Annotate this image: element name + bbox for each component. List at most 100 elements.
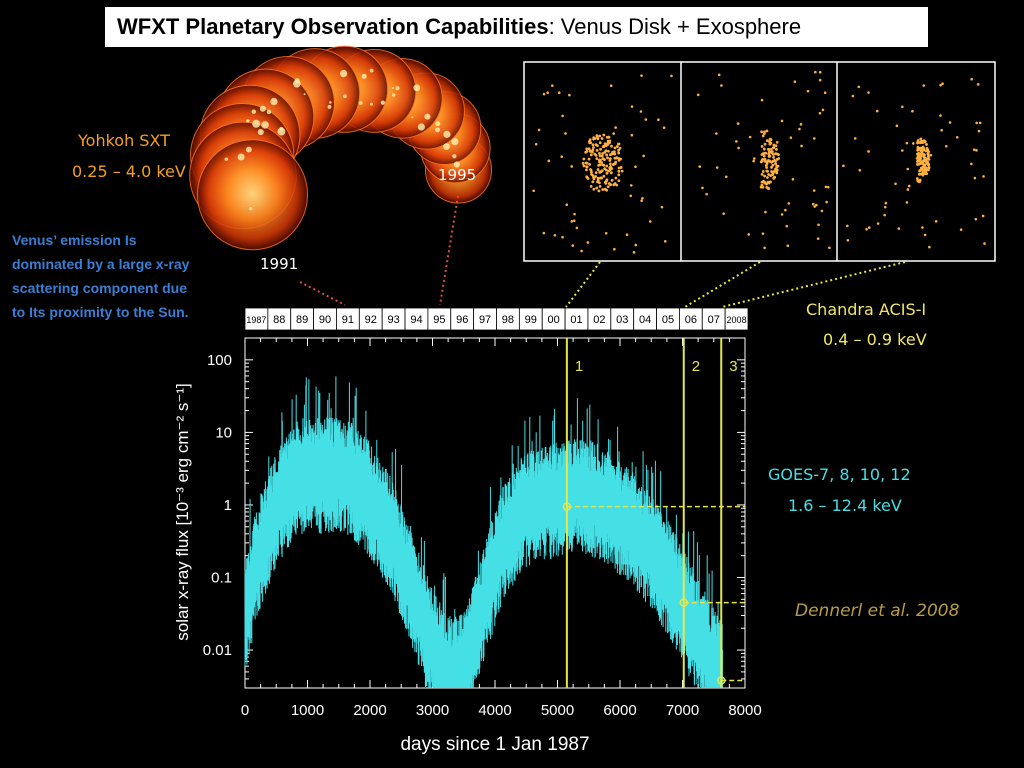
venus-photon: [605, 153, 609, 157]
year-cell-label: 01: [570, 314, 582, 326]
title-main: WFXT Planetary Observation Capabilities: [117, 14, 549, 39]
connector-obs-3: [721, 261, 906, 308]
background-photon: [813, 205, 816, 208]
year-cell-label: 98: [502, 314, 514, 326]
venus-photon: [918, 158, 921, 162]
venus-photon: [772, 176, 776, 180]
background-photon: [895, 124, 899, 128]
venus-photon: [922, 152, 926, 156]
venus-photon: [763, 157, 767, 161]
year-strip: 1987 88 89 90 91 92 93 94 95 96 97 98 99 00 01 02 03 04 05…: [244, 307, 749, 331]
year-cell-label: 06: [685, 314, 697, 326]
background-photon: [573, 212, 576, 216]
chandra-energy-band: 0.4 – 0.9 keV: [823, 330, 927, 349]
background-photon: [867, 150, 870, 153]
venus-photon: [923, 140, 926, 143]
venus-photon: [584, 161, 588, 165]
y-tick-label: 100: [207, 352, 232, 369]
x-tick-label: 8000: [728, 702, 761, 719]
background-photon: [791, 177, 795, 181]
venus-photon: [605, 178, 609, 182]
venus-photon: [617, 179, 621, 183]
active-region: [435, 121, 441, 127]
venus-photon: [765, 139, 769, 143]
active-region: [443, 143, 450, 151]
background-photon: [639, 110, 643, 113]
venus-photon: [919, 137, 923, 141]
background-photon: [851, 94, 855, 98]
background-photon: [970, 162, 973, 166]
venus-photon: [600, 154, 604, 158]
background-photon: [561, 114, 564, 118]
background-photon: [826, 185, 830, 189]
background-photon: [786, 244, 790, 248]
venus-photon: [767, 150, 771, 154]
venus-photon: [766, 176, 769, 179]
venus-photon: [598, 141, 602, 145]
venus-photon: [617, 173, 621, 177]
background-photon: [534, 142, 538, 146]
venus-photon: [771, 159, 775, 163]
background-photon: [907, 184, 911, 188]
background-photon: [865, 227, 868, 231]
active-region: [251, 109, 256, 114]
venus-photon: [609, 171, 613, 175]
background-photon: [911, 142, 915, 145]
background-photon: [613, 247, 616, 251]
venus-photon: [767, 148, 771, 151]
venus-photon: [765, 166, 768, 169]
background-photon: [973, 176, 977, 180]
venus-photon: [590, 150, 594, 154]
venus-photon: [768, 142, 772, 146]
background-photon: [812, 189, 816, 192]
year-label-1991: 1991: [260, 255, 299, 273]
venus-photon: [613, 152, 617, 156]
year-cell-label: 1987: [246, 315, 266, 325]
venus-photon: [591, 180, 595, 184]
venus-photon: [614, 176, 618, 180]
venus-photon: [916, 145, 920, 149]
background-photon: [701, 186, 704, 190]
venus-photon: [589, 185, 593, 188]
venus-photon: [595, 134, 599, 138]
venus-photon: [596, 137, 600, 141]
background-photon: [897, 227, 901, 230]
venus-photon: [925, 146, 929, 150]
venus-photon: [610, 144, 613, 148]
venus-photon: [915, 177, 919, 180]
active-region: [424, 113, 431, 120]
x-tick-label: 2000: [353, 702, 386, 719]
active-region: [327, 104, 332, 109]
venus-photon: [927, 157, 931, 161]
observation-markers: 1 2 3: [562, 338, 745, 688]
active-region: [339, 69, 348, 78]
venus-photon: [601, 157, 605, 161]
background-photon: [614, 126, 617, 129]
background-photon: [557, 91, 561, 94]
year-cell-label: 93: [387, 314, 399, 326]
year-cell-label: 91: [342, 314, 354, 326]
year-cell: [724, 307, 749, 331]
venus-photon: [916, 160, 919, 163]
venus-photon: [608, 162, 612, 166]
venus-photon: [769, 147, 773, 151]
background-photon: [823, 91, 827, 95]
venus-photon: [606, 185, 610, 189]
active-region: [293, 80, 301, 88]
background-photon: [923, 233, 927, 237]
background-photon: [800, 144, 803, 148]
venus-photon: [587, 157, 591, 161]
year-cell-label: 96: [456, 314, 468, 326]
venus-photon: [617, 158, 621, 162]
chandra-venus-panels: [523, 61, 996, 262]
background-photon: [642, 154, 645, 158]
venus-photon: [598, 181, 601, 185]
background-photon: [604, 231, 608, 235]
venus-photon: [764, 151, 768, 155]
observation-point: [562, 502, 572, 511]
venus-photon: [613, 146, 617, 150]
venus-photon: [601, 188, 605, 191]
x-tick-labels: 0 1000 2000 3000 4000 5000 6000 7000 8000: [241, 702, 762, 719]
venus-photon: [760, 172, 764, 176]
background-photon: [560, 155, 564, 158]
